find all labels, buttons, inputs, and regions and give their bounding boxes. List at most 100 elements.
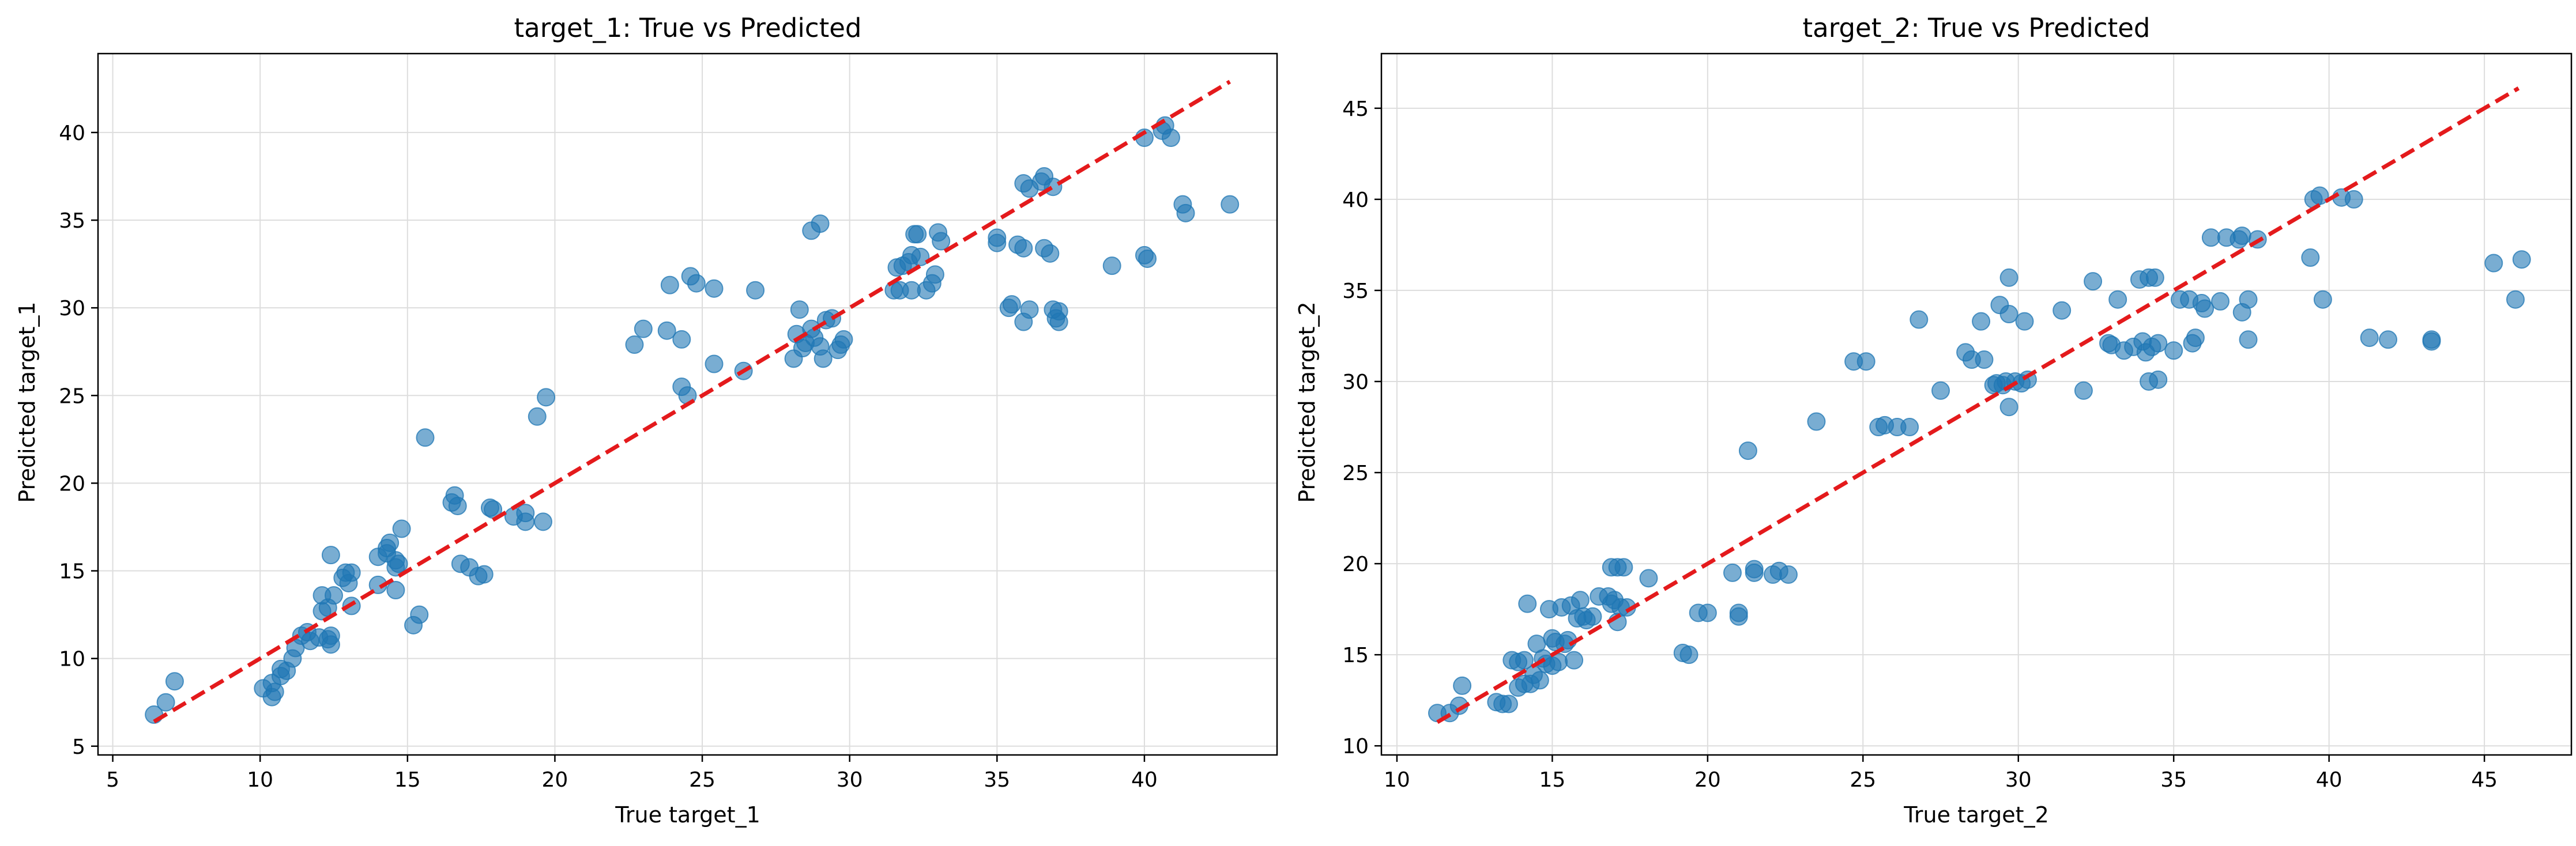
data-point	[2186, 328, 2205, 348]
x-axis-ticks: 5 10 15 20 25 30 35 40	[106, 755, 1158, 792]
data-point	[746, 281, 765, 300]
data-point	[1138, 249, 1157, 268]
y-tick-label: 25	[1342, 462, 1369, 485]
data-point	[657, 321, 676, 340]
x-tick-label: 15	[394, 768, 421, 792]
data-point	[2232, 226, 2251, 246]
data-point	[2484, 254, 2503, 273]
data-point	[321, 546, 340, 565]
data-point	[1910, 310, 1929, 329]
data-point	[1049, 312, 1068, 331]
data-point	[2239, 290, 2258, 309]
data-point	[687, 274, 706, 293]
data-point	[2422, 330, 2441, 349]
data-point	[1583, 607, 1602, 626]
data-point	[2360, 328, 2379, 348]
data-point	[537, 388, 556, 407]
data-point	[516, 504, 535, 523]
y-tick-label: 10	[59, 648, 85, 671]
data-point	[325, 586, 343, 605]
y-tick-label: 5	[72, 735, 85, 759]
data-point	[1518, 594, 1537, 613]
x-tick-label: 20	[542, 768, 568, 792]
data-point	[2164, 341, 2183, 360]
data-point	[165, 672, 184, 691]
chart-target-2: target_2: True vs Predicted True target_…	[1294, 13, 2573, 828]
data-point	[1729, 607, 1748, 626]
data-point	[1161, 129, 1180, 148]
data-point	[925, 265, 944, 284]
data-point	[625, 335, 644, 354]
data-point	[381, 533, 400, 552]
data-point	[1176, 203, 1195, 222]
x-tick-label: 10	[247, 768, 273, 792]
x-axis-label: True target_2	[1903, 802, 2049, 828]
x-tick-label: 35	[984, 768, 1010, 792]
data-point	[814, 349, 833, 368]
data-point	[705, 279, 724, 298]
x-tick-label: 40	[1131, 768, 1158, 792]
y-tick-label: 25	[59, 384, 85, 408]
data-point	[342, 563, 361, 582]
data-point	[156, 693, 175, 712]
data-point	[1738, 441, 1757, 460]
data-point	[1614, 558, 1633, 577]
x-tick-label: 30	[2005, 768, 2032, 792]
x-tick-label: 40	[2316, 768, 2342, 792]
data-point	[1565, 651, 1584, 670]
reference-line	[1436, 86, 2520, 724]
data-point	[2310, 186, 2329, 205]
x-tick-label: 35	[2160, 768, 2187, 792]
axes-frame	[1380, 52, 2573, 756]
chart-target-1: target_1: True vs Predicted True target_…	[14, 13, 1278, 828]
data-point	[1221, 195, 1240, 214]
data-point	[1530, 671, 1549, 690]
data-point	[1999, 305, 2018, 324]
data-point	[2195, 299, 2215, 318]
data-point	[988, 228, 1007, 247]
y-tick-label: 35	[1342, 280, 1369, 303]
data-point	[2239, 330, 2258, 349]
x-tick-label: 45	[2471, 768, 2498, 792]
grid	[98, 54, 1277, 755]
axes-frame	[97, 52, 1278, 756]
data-point	[2211, 292, 2230, 311]
data-point	[672, 330, 691, 349]
data-point	[2015, 312, 2034, 331]
data-point	[1972, 312, 1991, 331]
data-point	[410, 605, 429, 624]
data-point	[1453, 676, 1472, 695]
y-tick-label: 20	[1342, 553, 1369, 576]
data-point	[660, 275, 679, 294]
data-point	[2301, 248, 2320, 267]
data-point	[811, 214, 830, 233]
y-tick-label: 30	[59, 297, 85, 320]
data-point	[1041, 244, 1060, 263]
data-point	[2512, 250, 2531, 269]
reference-line	[153, 80, 1231, 724]
y-axis-ticks: 10 15 20 25 30 35 40 45	[1342, 97, 1381, 758]
data-point	[2108, 290, 2127, 309]
data-point	[1639, 569, 1658, 588]
data-point	[2344, 190, 2363, 209]
data-point	[2084, 272, 2103, 291]
data-point	[1975, 350, 1994, 369]
chart-title: target_1: True vs Predicted	[514, 13, 862, 43]
y-tick-label: 10	[1342, 735, 1369, 758]
data-point	[2149, 334, 2168, 353]
data-point	[705, 354, 724, 373]
data-point	[1679, 645, 1698, 664]
data-point	[2145, 268, 2164, 287]
data-point	[389, 554, 408, 573]
data-point	[1999, 268, 2018, 287]
x-tick-label: 25	[689, 768, 715, 792]
data-point	[1723, 563, 1742, 582]
y-tick-label: 20	[59, 472, 85, 496]
data-points	[1428, 186, 2531, 723]
x-axis-ticks: 10 15 20 25 30 35 40 45	[1384, 755, 2498, 792]
data-point	[634, 319, 653, 338]
x-tick-label: 20	[1694, 768, 1721, 792]
y-axis-label: Predicted target_1	[14, 301, 40, 503]
